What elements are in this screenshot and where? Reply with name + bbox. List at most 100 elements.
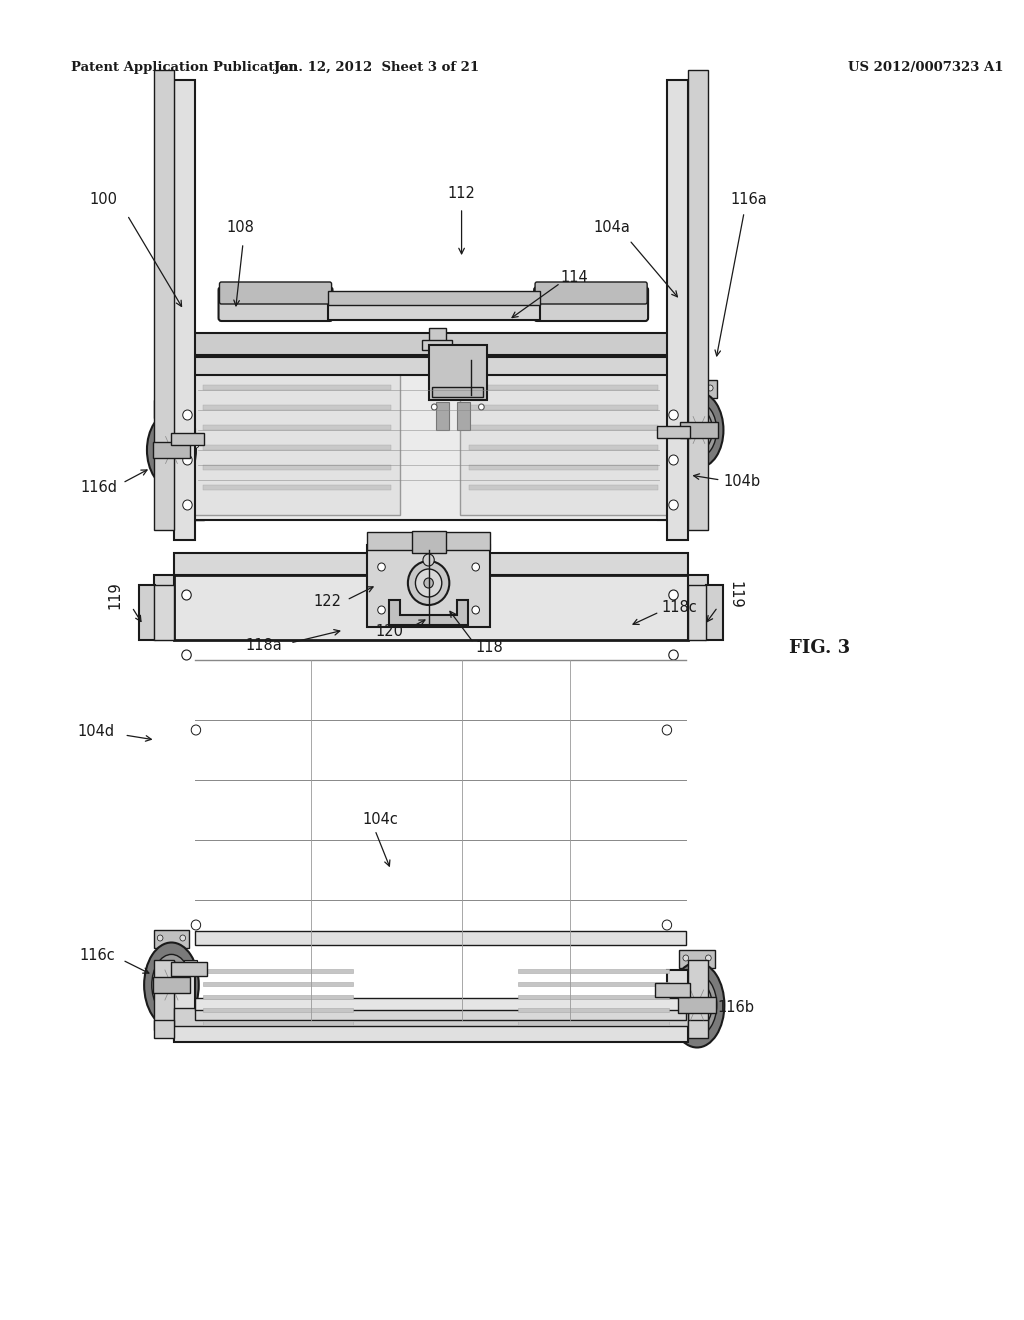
Bar: [203, 425, 391, 430]
Bar: [688, 585, 707, 640]
Bar: [469, 405, 657, 411]
Circle shape: [663, 725, 672, 735]
Ellipse shape: [154, 422, 189, 477]
Bar: [171, 433, 205, 445]
FancyBboxPatch shape: [219, 282, 332, 304]
Circle shape: [191, 920, 201, 931]
Bar: [153, 442, 190, 458]
Bar: [432, 387, 483, 397]
Bar: [436, 403, 450, 430]
Bar: [154, 576, 174, 640]
Ellipse shape: [691, 997, 702, 1014]
Bar: [195, 998, 686, 1010]
Circle shape: [408, 561, 450, 605]
Text: 116a: 116a: [730, 193, 767, 207]
Circle shape: [180, 935, 185, 941]
Circle shape: [708, 385, 713, 391]
Text: 120: 120: [375, 624, 403, 639]
Ellipse shape: [158, 429, 185, 471]
Bar: [203, 969, 353, 973]
Bar: [679, 950, 715, 968]
Bar: [154, 400, 189, 418]
Bar: [667, 970, 688, 1040]
Bar: [183, 960, 197, 972]
Ellipse shape: [167, 442, 176, 458]
Bar: [469, 445, 657, 450]
Bar: [654, 983, 690, 997]
Circle shape: [685, 385, 690, 391]
Bar: [667, 81, 688, 540]
Circle shape: [478, 404, 484, 411]
Circle shape: [663, 920, 672, 931]
Ellipse shape: [685, 409, 713, 450]
Bar: [194, 360, 400, 515]
Bar: [429, 327, 445, 352]
Bar: [183, 428, 195, 438]
Bar: [203, 405, 391, 411]
Bar: [195, 931, 686, 945]
Bar: [707, 585, 723, 640]
Text: 100: 100: [90, 193, 118, 207]
Circle shape: [472, 564, 479, 572]
Text: 119: 119: [108, 581, 123, 609]
Bar: [174, 81, 195, 540]
Ellipse shape: [144, 942, 199, 1027]
Ellipse shape: [152, 954, 191, 1015]
Bar: [656, 426, 689, 438]
Text: 118c: 118c: [662, 601, 697, 615]
Polygon shape: [183, 350, 678, 370]
Ellipse shape: [166, 977, 177, 994]
Bar: [174, 356, 697, 375]
Bar: [203, 465, 391, 470]
Circle shape: [182, 500, 193, 510]
Text: 116b: 116b: [718, 1001, 755, 1015]
Bar: [460, 360, 667, 515]
Circle shape: [182, 411, 193, 420]
Bar: [676, 981, 689, 993]
FancyBboxPatch shape: [535, 286, 648, 321]
Text: 119: 119: [727, 581, 742, 609]
Bar: [469, 385, 657, 389]
Bar: [154, 960, 174, 1030]
Bar: [469, 484, 657, 490]
Bar: [203, 445, 391, 450]
Circle shape: [683, 954, 688, 961]
Bar: [368, 532, 489, 550]
Bar: [688, 1020, 709, 1038]
Circle shape: [378, 564, 385, 572]
Text: 116c: 116c: [79, 948, 115, 962]
Circle shape: [158, 405, 163, 411]
Polygon shape: [183, 370, 205, 520]
Bar: [422, 341, 453, 350]
Circle shape: [706, 954, 712, 961]
Bar: [429, 345, 487, 400]
Bar: [203, 982, 353, 986]
Circle shape: [669, 455, 678, 465]
Circle shape: [194, 442, 199, 447]
Bar: [139, 585, 156, 640]
Bar: [203, 484, 391, 490]
Bar: [457, 403, 470, 430]
Bar: [688, 960, 709, 1030]
Circle shape: [669, 500, 678, 510]
Circle shape: [669, 411, 678, 420]
Bar: [174, 553, 688, 576]
Bar: [328, 296, 540, 319]
Bar: [203, 1020, 353, 1026]
Ellipse shape: [682, 982, 712, 1028]
Bar: [154, 1020, 174, 1038]
Ellipse shape: [681, 403, 717, 457]
Text: 104d: 104d: [78, 725, 115, 739]
Text: 112: 112: [447, 186, 475, 201]
Circle shape: [423, 554, 434, 566]
Circle shape: [472, 606, 479, 614]
Text: 108: 108: [226, 220, 254, 235]
FancyBboxPatch shape: [218, 286, 333, 321]
Ellipse shape: [694, 422, 703, 437]
Text: 104c: 104c: [362, 813, 398, 828]
Bar: [174, 970, 195, 1040]
Bar: [153, 977, 190, 993]
Ellipse shape: [157, 962, 186, 1008]
FancyBboxPatch shape: [536, 282, 647, 304]
Text: 118: 118: [476, 640, 504, 656]
